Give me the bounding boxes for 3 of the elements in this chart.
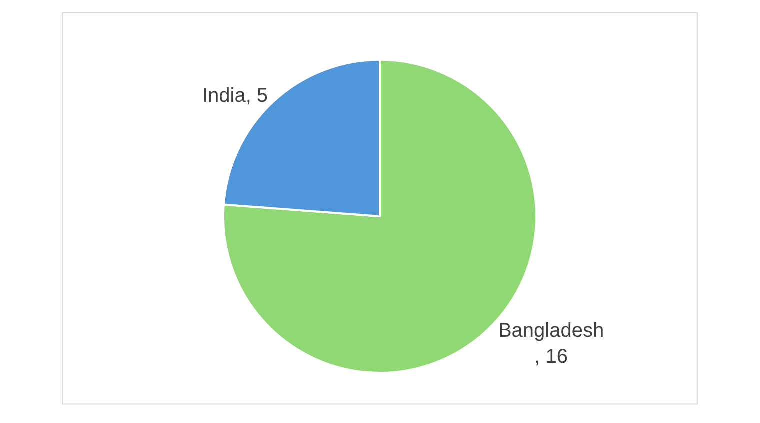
slice-label: Bangladesh [498, 320, 604, 342]
data-label: , 16 [534, 346, 568, 368]
slice-label: India, 5 [202, 84, 268, 107]
